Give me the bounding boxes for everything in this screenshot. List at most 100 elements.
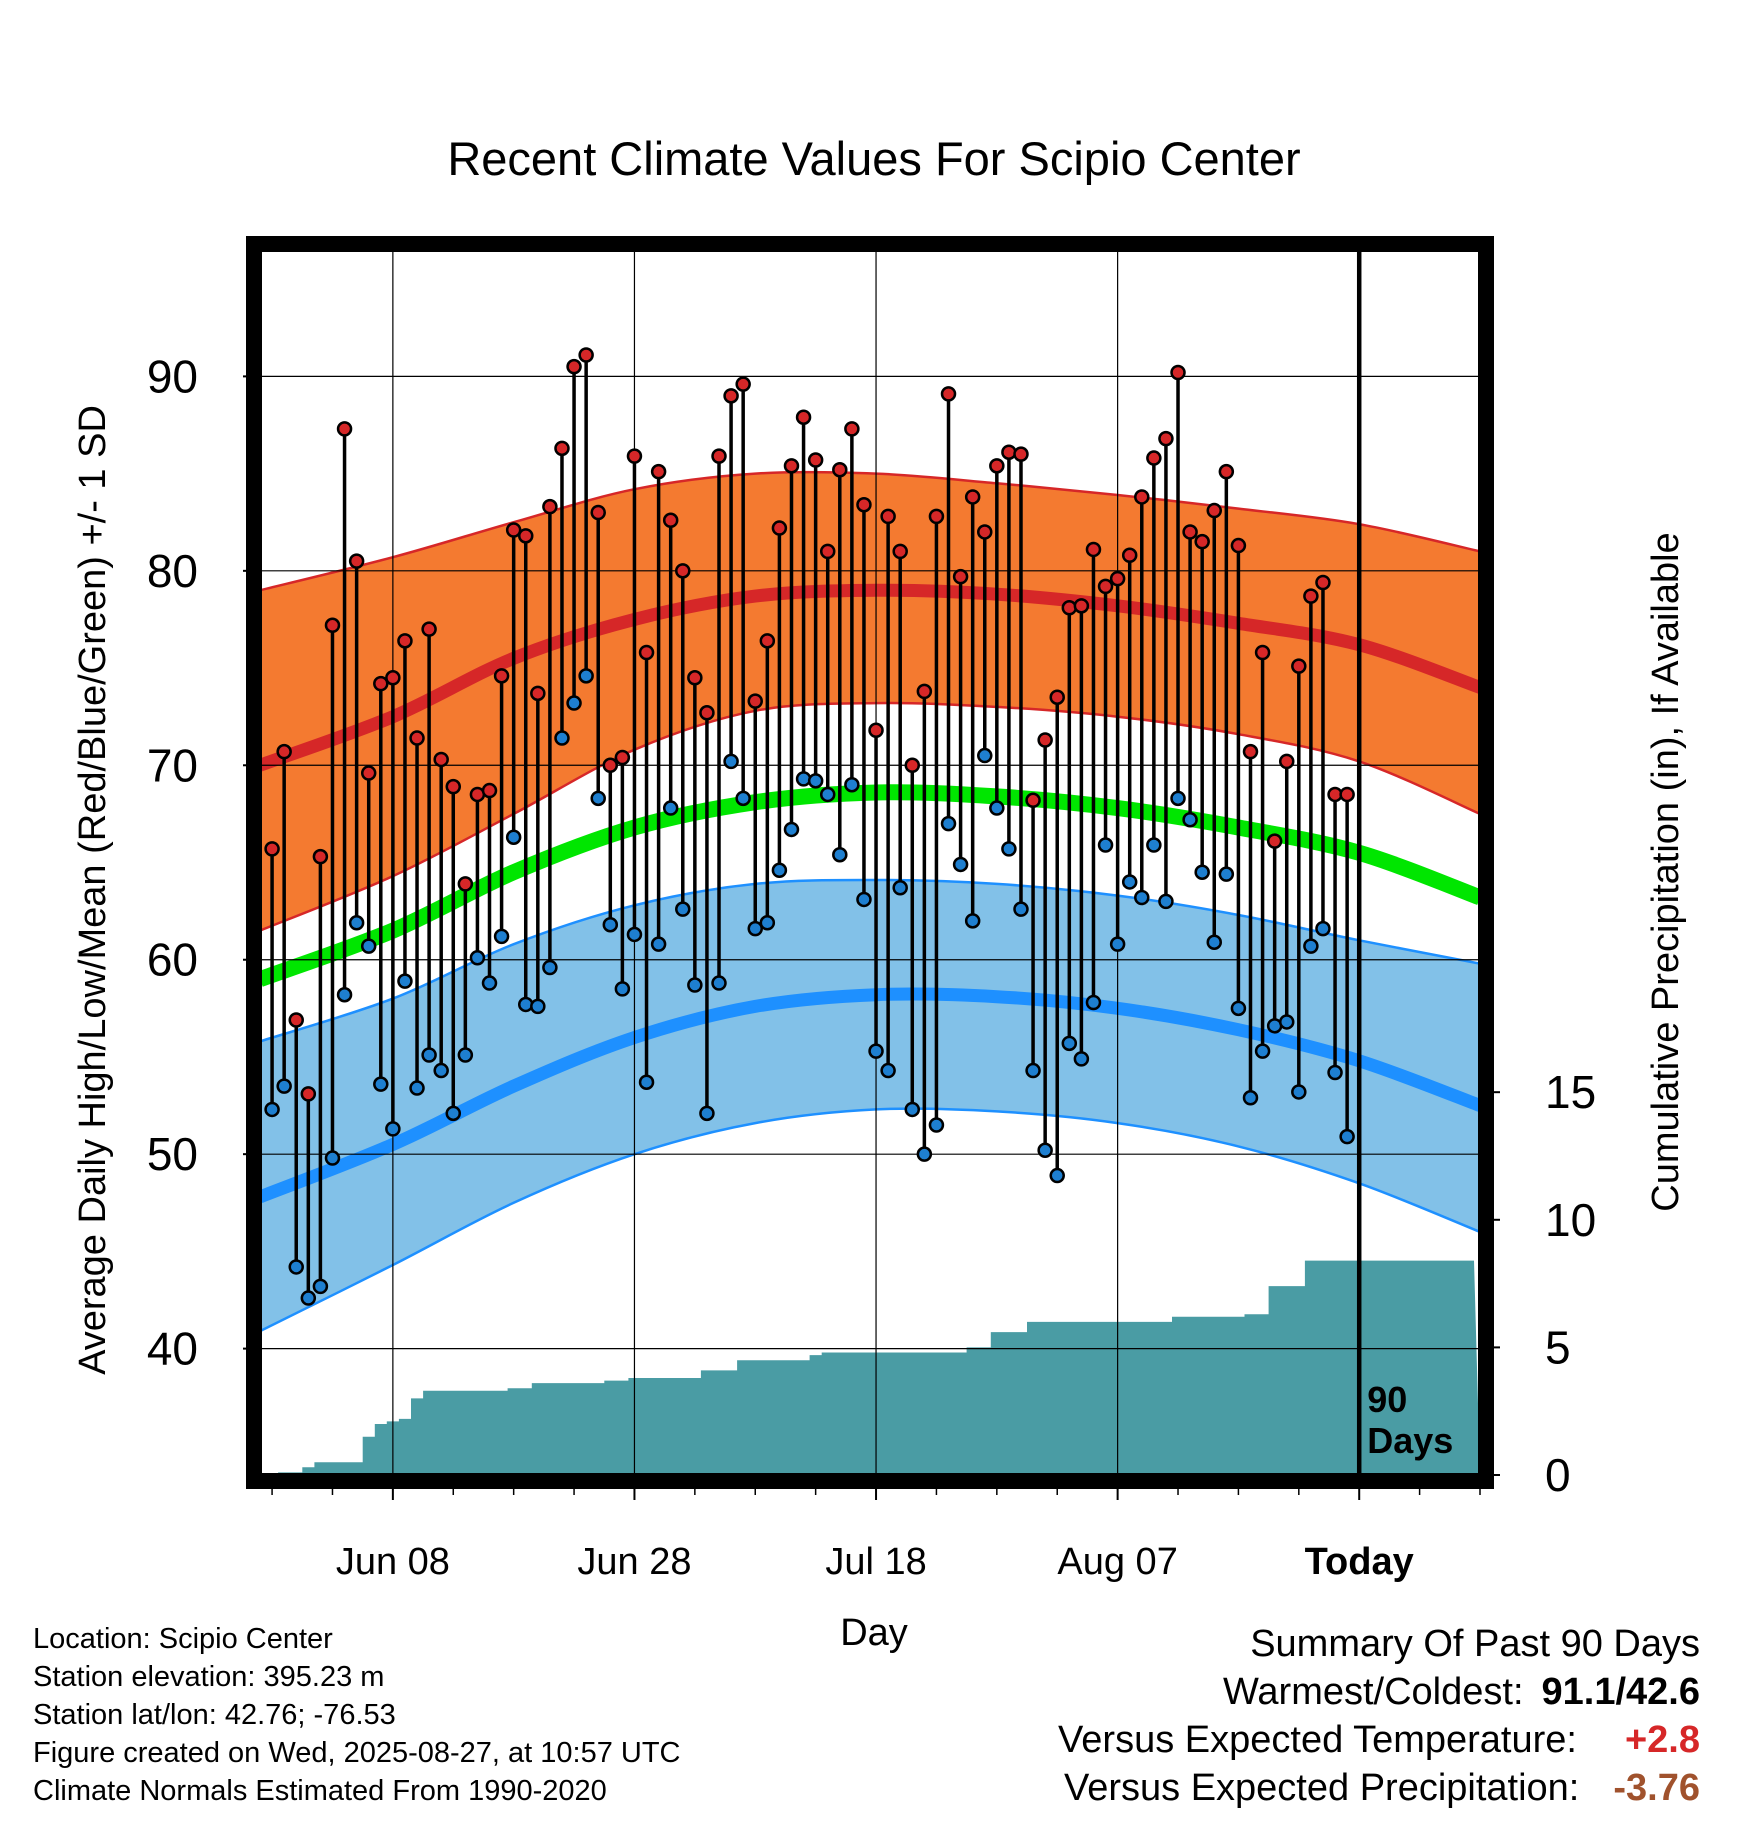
daily-low-point: [1194, 864, 1210, 880]
y-tick-label: 80: [147, 545, 198, 597]
daily-low-point: [1085, 994, 1102, 1011]
daily-low-point: [662, 800, 679, 816]
daily-low-point: [1049, 1167, 1065, 1184]
daily-high-point: [1182, 524, 1198, 540]
daily-high-point: [868, 722, 884, 739]
daily-high-point: [904, 757, 921, 774]
daily-high-point: [1025, 792, 1041, 809]
daily-low-point: [590, 790, 606, 807]
daily-high-point: [747, 693, 763, 709]
daily-low-point: [952, 856, 969, 873]
low-normal-band: [260, 879, 1480, 1332]
daily-low-point: [1327, 1064, 1343, 1081]
daily-high-point: [1109, 570, 1126, 587]
daily-low-point: [650, 936, 667, 952]
daily-high-point: [312, 848, 329, 865]
daily-high-point: [590, 504, 606, 521]
daily-high-point: [1315, 574, 1331, 591]
daily-low-point: [312, 1278, 329, 1295]
daily-low-point: [1242, 1090, 1259, 1106]
x-tick-label: Jul 18: [825, 1541, 926, 1583]
normals-text: Climate Normals Estimated From 1990-2020: [33, 1775, 607, 1807]
daily-low-point: [276, 1078, 292, 1094]
daily-high-point: [1303, 588, 1319, 604]
daily-low-point: [759, 915, 776, 931]
daily-low-point: [1061, 1035, 1078, 1052]
daily-low-point: [397, 973, 413, 989]
y2-tick-label: 10: [1545, 1194, 1596, 1246]
daily-low-point: [638, 1074, 655, 1090]
daily-low-point: [409, 1080, 425, 1096]
daily-high-point: [940, 386, 957, 402]
daily-high-point: [445, 778, 462, 795]
y-tick-label: 70: [147, 739, 198, 791]
x-tick-label: Jun 08: [336, 1541, 450, 1583]
daily-low-point: [1182, 811, 1198, 828]
daily-low-point: [505, 829, 522, 845]
daily-low-point: [542, 959, 558, 976]
daily-low-point: [1146, 837, 1162, 853]
y2-tick-label: 15: [1545, 1066, 1596, 1118]
daily-low-point: [421, 1047, 437, 1063]
daily-low-point: [904, 1101, 921, 1118]
daily-low-point: [324, 1150, 341, 1166]
daily-low-point: [445, 1105, 462, 1122]
daily-high-point: [711, 448, 727, 464]
daily-low-point: [373, 1076, 389, 1092]
y-axis-label: Average Daily High/Low/Mean (Red/Blue/Gr…: [72, 405, 114, 1375]
daily-high-point: [385, 670, 401, 686]
daily-high-point: [421, 621, 437, 637]
daily-low-point: [832, 846, 848, 863]
x-tick-label: Today: [1305, 1541, 1414, 1583]
data-layer: [264, 347, 1355, 1306]
daily-high-point: [614, 749, 631, 766]
daily-low-point: [783, 821, 800, 838]
x-tick-label: Aug 07: [1057, 1541, 1177, 1583]
daily-low-point: [433, 1062, 449, 1079]
daily-high-point: [819, 543, 836, 560]
daily-high-point: [1134, 489, 1150, 505]
daily-high-point: [1218, 463, 1235, 480]
daily-low-point: [517, 996, 534, 1013]
daily-high-point: [264, 841, 280, 857]
warmest-label: Warmest/Coldest:: [1222, 1671, 1524, 1713]
daily-high-point: [1037, 732, 1053, 748]
daily-low-point: [711, 975, 727, 991]
daily-high-point: [699, 705, 715, 721]
daily-low-point: [1013, 901, 1029, 917]
daily-low-point: [747, 920, 763, 937]
station-info: Location: Scipio Center Station elevatio…: [33, 1620, 681, 1810]
daily-high-point: [517, 528, 534, 544]
high-normal-band: [260, 472, 1480, 931]
daily-high-point: [1121, 547, 1138, 564]
daily-high-point: [578, 347, 594, 363]
daily-high-point: [1194, 533, 1210, 550]
daily-high-point: [1254, 644, 1271, 661]
daily-low-point: [1303, 938, 1319, 954]
summary-temp-row: Versus Expected Temperature: +2.8: [1058, 1716, 1700, 1764]
elevation-text: Station elevation: 395.23 m: [33, 1661, 385, 1693]
location-text: Location: Scipio Center: [33, 1623, 333, 1655]
daily-low-point: [856, 891, 872, 908]
daily-low-point: [614, 981, 631, 997]
daily-low-point: [469, 950, 486, 966]
daily-high-point: [300, 1086, 317, 1102]
summary-warmest-row: Warmest/Coldest: 91.1/42.6: [1058, 1668, 1700, 1716]
daily-low-point: [566, 695, 582, 711]
summary-title: Summary Of Past 90 Days: [1250, 1623, 1700, 1665]
daily-high-point: [735, 376, 751, 392]
daily-high-point: [1049, 689, 1065, 705]
daily-low-point: [964, 913, 981, 929]
daily-high-point: [892, 543, 908, 560]
daily-low-point: [493, 928, 510, 945]
daily-high-point: [433, 751, 449, 768]
daily-low-point: [457, 1047, 474, 1063]
daily-high-point: [952, 568, 969, 585]
daily-high-point: [602, 757, 619, 774]
daily-low-point: [819, 786, 836, 803]
warmest-value: 91.1/42.6: [1541, 1671, 1700, 1713]
daily-low-point: [348, 915, 365, 931]
daily-low-point: [723, 753, 739, 770]
daily-low-point: [928, 1117, 945, 1133]
summary-precip-row: Versus Expected Precipitation: -3.76: [1058, 1764, 1700, 1812]
